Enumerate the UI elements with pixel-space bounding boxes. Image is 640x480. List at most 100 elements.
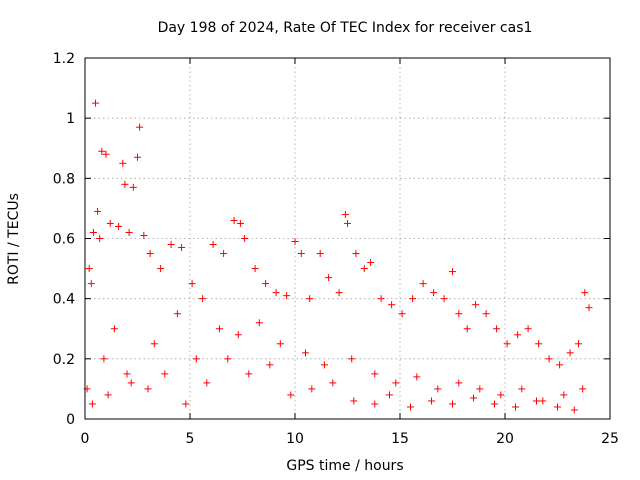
data-point (407, 403, 414, 411)
data-points (83, 99, 593, 414)
data-point (386, 391, 393, 399)
data-point (287, 391, 295, 399)
data-point (150, 340, 158, 348)
data-point (367, 259, 375, 267)
x-tick-label: 0 (81, 431, 90, 447)
data-point (348, 355, 356, 363)
data-point (224, 355, 232, 363)
data-point (146, 250, 154, 258)
data-point (512, 403, 519, 411)
data-point (236, 219, 244, 227)
data-point (566, 349, 574, 357)
data-point (476, 385, 484, 393)
x-tick-label: 5 (186, 431, 195, 447)
data-point (463, 325, 471, 333)
data-point (560, 391, 568, 399)
data-point (157, 265, 165, 273)
data-point (371, 370, 379, 378)
data-point (96, 235, 104, 242)
data-point (554, 403, 561, 411)
data-point (535, 340, 543, 348)
data-point (251, 265, 259, 273)
data-point (344, 219, 351, 227)
data-point (102, 150, 110, 158)
data-point (88, 400, 96, 408)
data-point (272, 289, 280, 297)
data-point (455, 379, 463, 387)
data-point (134, 153, 141, 161)
data-point (575, 340, 582, 348)
y-axis-title: ROTI / TECUs (6, 193, 22, 285)
data-point (360, 265, 368, 273)
data-point (428, 397, 435, 405)
data-point (230, 216, 238, 224)
data-point (87, 280, 95, 288)
data-point (283, 292, 291, 300)
data-point (533, 397, 540, 405)
data-point (491, 400, 498, 408)
x-tick-label: 20 (496, 431, 514, 447)
data-point (585, 304, 593, 312)
data-point (129, 183, 137, 191)
data-point (497, 391, 505, 399)
y-tick-label: 0.8 (53, 171, 75, 187)
data-point (188, 280, 196, 288)
data-point (167, 241, 175, 249)
data-point (98, 147, 106, 155)
data-point (209, 241, 217, 249)
data-point (136, 123, 144, 131)
data-point (125, 228, 133, 236)
data-point (472, 301, 480, 309)
data-point (144, 385, 152, 393)
data-point (119, 159, 127, 167)
y-tick-label: 1.2 (53, 51, 75, 67)
data-point (371, 400, 379, 408)
data-point (419, 280, 427, 288)
data-point (182, 400, 190, 408)
data-point (579, 385, 587, 393)
grid (85, 58, 610, 419)
data-point (302, 349, 309, 357)
data-point (306, 295, 314, 303)
data-point (570, 406, 578, 414)
data-point (434, 385, 442, 393)
data-point (470, 394, 477, 402)
data-point (199, 295, 207, 303)
data-point (320, 361, 328, 369)
data-point (482, 310, 490, 318)
data-point (123, 370, 131, 378)
x-axis-title: GPS time / hours (286, 458, 403, 474)
data-point (234, 331, 242, 339)
data-point (94, 207, 102, 215)
data-point (503, 340, 511, 348)
data-point (430, 289, 438, 297)
data-point (255, 319, 263, 327)
chart-title: Day 198 of 2024, Rate Of TEC Index for r… (158, 20, 533, 36)
data-point (440, 295, 448, 303)
data-point (388, 301, 396, 309)
data-point (110, 325, 118, 333)
data-point (215, 325, 223, 333)
data-point (266, 361, 274, 369)
data-point (104, 391, 112, 399)
data-point (308, 385, 316, 393)
data-point (85, 265, 93, 273)
y-tick-label: 1 (66, 111, 75, 127)
x-tick-label: 15 (391, 431, 409, 447)
data-point (455, 310, 463, 318)
y-tick-label: 0.4 (53, 292, 75, 308)
data-point (121, 180, 129, 188)
data-point (161, 370, 169, 378)
y-tick-label: 0.6 (53, 232, 75, 248)
data-point (106, 219, 114, 227)
y-tick-label: 0.2 (53, 352, 75, 368)
data-point (514, 331, 522, 339)
data-point (449, 268, 456, 276)
data-point (262, 280, 270, 288)
data-point (297, 250, 305, 258)
data-point (276, 340, 284, 348)
data-point (325, 274, 333, 282)
data-point (350, 397, 358, 405)
data-point (377, 295, 385, 303)
